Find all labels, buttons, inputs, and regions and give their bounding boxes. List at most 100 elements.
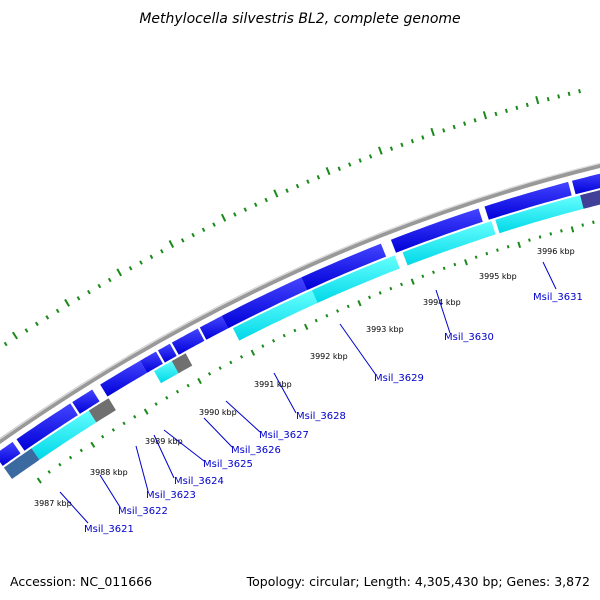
gc-tick [581, 223, 585, 227]
gc-tick [218, 366, 222, 370]
gc-tick [250, 349, 256, 356]
cds-feature[interactable] [140, 351, 163, 373]
cds-feature-reverse[interactable] [580, 186, 600, 209]
gc-tick [97, 283, 102, 289]
other-feature[interactable] [88, 398, 116, 423]
leader-line-3630 [435, 289, 451, 334]
gc-tick [570, 226, 575, 233]
cds-feature-reverse[interactable] [31, 408, 101, 460]
gc-tick [293, 328, 297, 333]
gc-tick [191, 232, 195, 238]
gc-tick [378, 146, 383, 155]
cds-feature[interactable] [572, 171, 600, 195]
gc-tick [358, 158, 362, 163]
gc-tick [87, 289, 91, 295]
gc-tick [504, 108, 508, 114]
gc-tick [122, 421, 126, 426]
scale-tick-3990: 3990 kbp [199, 408, 237, 417]
gc-tick [578, 88, 581, 94]
gc-tick [474, 255, 478, 259]
cds-feature[interactable] [0, 441, 21, 466]
gc-tick [24, 328, 29, 333]
gc-tick [410, 138, 415, 144]
gc-tick [11, 331, 19, 340]
gc-tick [421, 274, 425, 278]
cds-feature[interactable] [484, 181, 572, 220]
gene-label-msil-3622[interactable]: Msil_3622 [118, 506, 168, 517]
cds-feature[interactable] [100, 360, 148, 397]
gc-tick [506, 244, 510, 249]
gc-tick [463, 121, 467, 126]
gene-label-msil-3623[interactable]: Msil_3623 [146, 490, 196, 501]
cds-feature[interactable] [301, 243, 387, 291]
gene-label-msil-3627[interactable]: Msil_3627 [259, 430, 309, 441]
gc-tick [149, 254, 154, 260]
scale-tick-3989: 3989 kbp [145, 437, 183, 446]
cds-feature-reverse[interactable] [154, 359, 181, 384]
cds-feature[interactable] [199, 315, 229, 340]
gc-tick [432, 270, 435, 275]
gene-label-msil-3629[interactable]: Msil_3629 [374, 373, 424, 384]
cds-feature-reverse[interactable] [495, 195, 584, 234]
gc-tick [3, 341, 8, 347]
gc-tick [285, 188, 289, 193]
gc-tick [325, 167, 331, 176]
gc-tick [233, 212, 237, 217]
gc-tick [201, 227, 206, 233]
gene-label-msil-3630[interactable]: Msil_3630 [444, 332, 494, 343]
gene-label-msil-3626[interactable]: Msil_3626 [231, 445, 281, 456]
cds-feature-reverse[interactable] [402, 221, 496, 266]
gc-tick [101, 434, 105, 439]
cds-feature[interactable] [390, 208, 483, 253]
gc-tick [271, 338, 276, 343]
gc-tick [175, 389, 180, 394]
gc-tick [549, 232, 553, 236]
cds-feature-reverse[interactable] [232, 290, 318, 341]
gc-tick [212, 222, 216, 227]
gc-ticks-inner [36, 220, 595, 484]
gc-tick [76, 296, 81, 301]
cds-feature-reverse[interactable] [311, 255, 400, 303]
gc-tick [546, 97, 550, 102]
gc-tick [116, 268, 123, 277]
cds-feature[interactable] [171, 328, 205, 355]
scale-tick-3988: 3988 kbp [90, 468, 128, 477]
gc-tick [389, 146, 394, 151]
gc-tick [453, 262, 457, 267]
leader-line-3629 [339, 323, 377, 376]
leader-line-3623 [135, 445, 149, 492]
gc-tick [160, 249, 164, 254]
other-feature[interactable] [171, 353, 193, 374]
map-title: Methylocella silvestris BL2, complete ge… [139, 11, 460, 27]
gc-tick [528, 238, 531, 242]
gc-tick [295, 183, 300, 189]
gene-label-msil-3628[interactable]: Msil_3628 [296, 411, 346, 422]
cds-feature[interactable] [72, 389, 100, 414]
gc-tick [143, 408, 149, 415]
gc-tick [560, 229, 563, 233]
gc-tick [314, 318, 318, 323]
gc-tick [180, 238, 185, 243]
cds-feature[interactable] [16, 403, 78, 451]
gene-label-msil-3621[interactable]: Msil_3621 [84, 524, 134, 535]
gene-labels: Msil_3621 Msil_3622 Msil_3623 Msil_3624 … [84, 292, 583, 535]
gc-tick [254, 202, 258, 207]
leader-line-3631 [542, 261, 557, 290]
genome-info-text: Topology: circular; Length: 4,305,430 bp… [246, 574, 590, 589]
gc-tick [473, 118, 477, 123]
gc-tick [220, 213, 227, 222]
cds-feature-reverse[interactable] [3, 448, 40, 479]
leader-line-3625 [163, 429, 205, 462]
gc-tick [64, 298, 70, 307]
gc-tick [464, 259, 468, 266]
gc-tick [535, 95, 540, 105]
gc-tick [389, 286, 393, 291]
gene-label-msil-3631[interactable]: Msil_3631 [533, 292, 583, 303]
gc-tick [452, 124, 456, 130]
gene-label-msil-3624[interactable]: Msil_3624 [174, 476, 224, 487]
cds-feature[interactable] [221, 277, 308, 329]
gene-features [0, 171, 600, 479]
gc-tick [111, 428, 116, 432]
cds-feature[interactable] [157, 343, 177, 363]
gene-label-msil-3625[interactable]: Msil_3625 [203, 459, 253, 470]
